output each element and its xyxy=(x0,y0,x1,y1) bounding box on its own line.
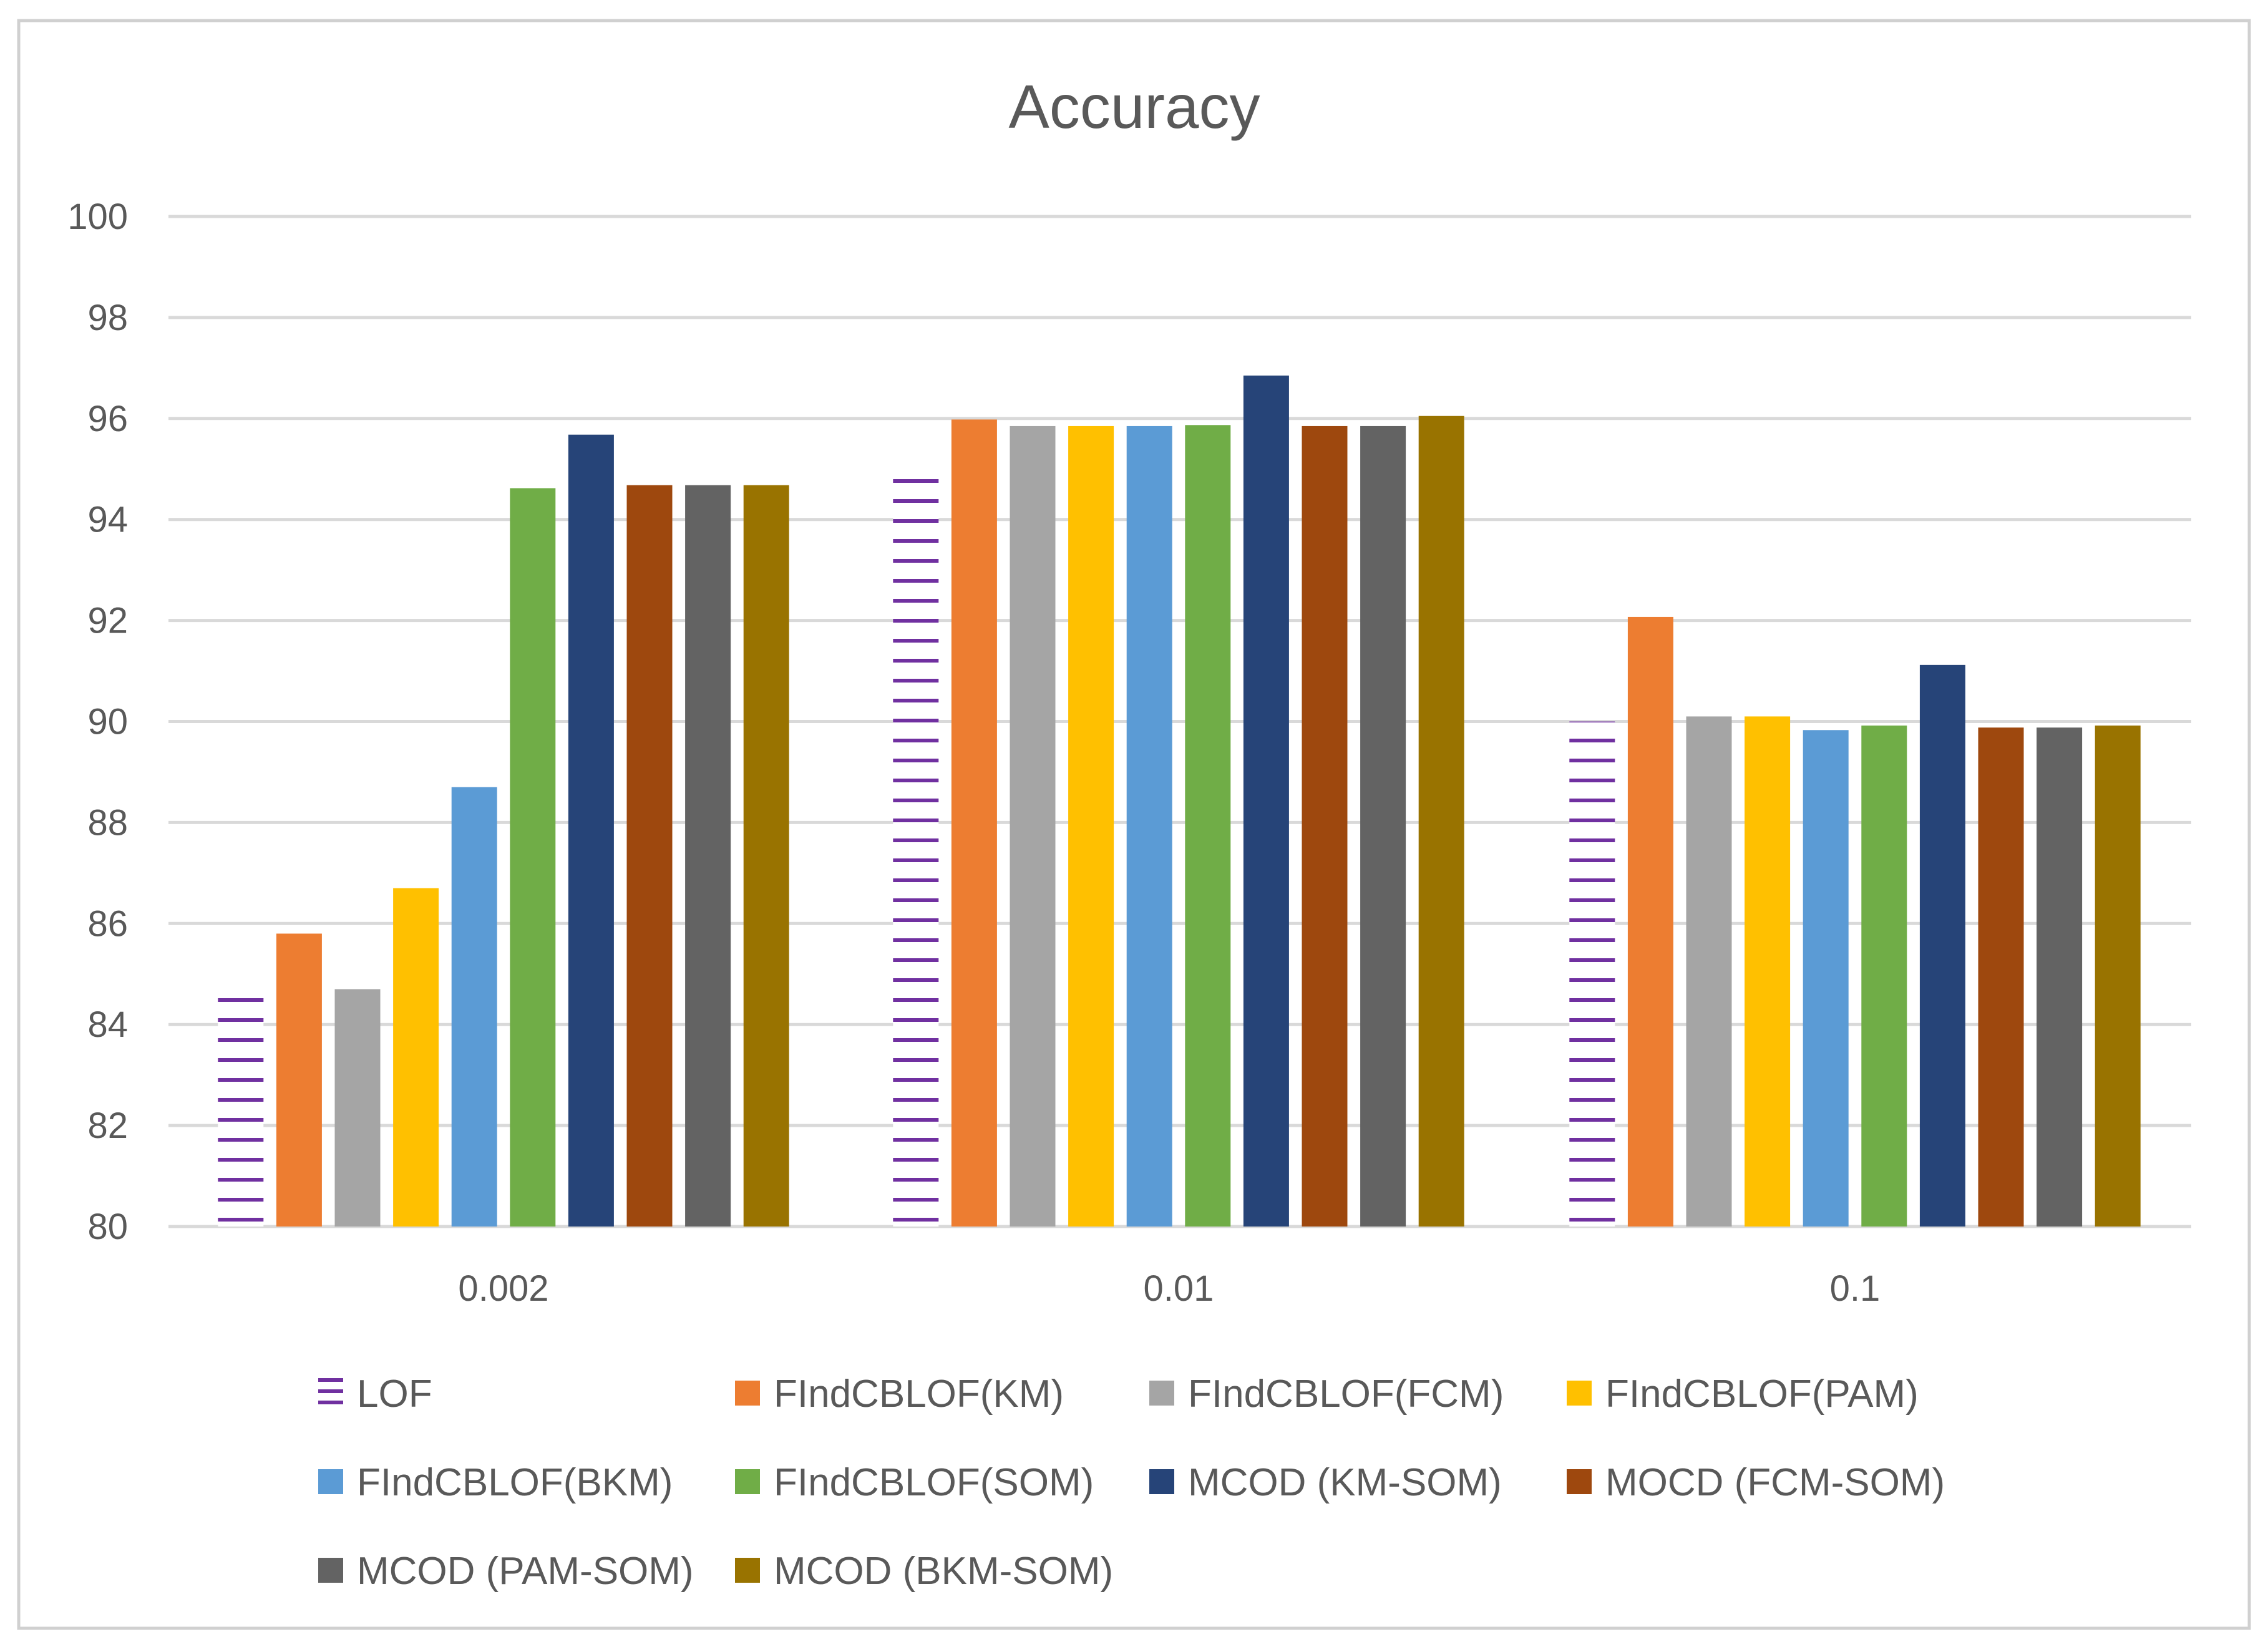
legend-swatch xyxy=(735,1558,760,1583)
legend-label: MCOD (BKM-SOM) xyxy=(774,1550,1113,1593)
legend-item: FIndCBLOF(BKM) xyxy=(318,1461,673,1504)
bar-lof-0.01 xyxy=(893,471,939,1227)
legend-item: FIndCBLOF(SOM) xyxy=(735,1461,1094,1504)
bar-findcblof-fcm-0.002 xyxy=(334,989,381,1227)
x-category-label: 0.1 xyxy=(1830,1268,1881,1309)
bar-mcod-bkm-som-0.01 xyxy=(1418,415,1464,1227)
x-category-label: 0.01 xyxy=(1144,1268,1214,1309)
bar-findcblof-km-0.1 xyxy=(1627,616,1673,1227)
bar-lof-0.1 xyxy=(1569,721,1615,1227)
y-axis-ticks: 80 82 84 86 88 90 92 94 96 98 100 xyxy=(67,197,128,1247)
bar-findcblof-bkm-0.1 xyxy=(1803,730,1849,1227)
legend-item: MOCD (FCM-SOM) xyxy=(1567,1461,1945,1504)
bar-mcod-bkm-som-0.002 xyxy=(743,485,789,1227)
legend-item: FIndCBLOF(KM) xyxy=(735,1372,1064,1416)
bar-mcod-pam-som-0.01 xyxy=(1360,425,1406,1227)
legend-label: FIndCBLOF(FCM) xyxy=(1188,1372,1504,1416)
bar-findcblof-som-0.002 xyxy=(510,488,556,1227)
x-category-label: 0.002 xyxy=(458,1268,548,1309)
legend-swatch xyxy=(318,1378,343,1382)
legend-label: LOF xyxy=(357,1372,432,1416)
legend-swatch xyxy=(735,1381,760,1406)
legend-swatch xyxy=(1149,1381,1174,1406)
legend: LOF FIndCBLOF(KM) FIndCBLOF(FCM) FIndCBLOF(… xyxy=(318,1372,1945,1593)
bar-mcod-pam-som-0.1 xyxy=(2037,727,2083,1227)
y-tick-label: 86 xyxy=(87,903,128,944)
legend-label: FIndCBLOF(KM) xyxy=(774,1372,1064,1416)
legend-swatch xyxy=(1567,1381,1592,1406)
bar-findcblof-bkm-0.002 xyxy=(451,787,497,1227)
x-axis-categories: 0.002 0.01 0.1 xyxy=(458,1268,1880,1309)
legend-item: MCOD (KM-SOM) xyxy=(1149,1461,1502,1504)
legend-label: FIndCBLOF(SOM) xyxy=(774,1461,1094,1504)
legend-label: FIndCBLOF(PAM) xyxy=(1605,1372,1919,1416)
bar-mocd-fcm-som-0.01 xyxy=(1302,425,1348,1227)
legend-swatch xyxy=(735,1469,760,1494)
y-tick-label: 82 xyxy=(87,1105,128,1146)
bar-mcod-bkm-som-0.1 xyxy=(2095,725,2141,1227)
bar-lof-0.002 xyxy=(218,989,264,1227)
bar-findcblof-pam-0.01 xyxy=(1068,425,1114,1227)
legend-item: MCOD (PAM-SOM) xyxy=(318,1550,694,1593)
legend-swatch xyxy=(318,1401,343,1404)
bar-findcblof-fcm-0.1 xyxy=(1686,716,1732,1227)
legend-item: FIndCBLOF(PAM) xyxy=(1567,1372,1919,1416)
bar-findcblof-som-0.1 xyxy=(1861,725,1907,1227)
bars xyxy=(218,375,2141,1227)
y-tick-label: 100 xyxy=(67,197,128,237)
bar-findcblof-km-0.01 xyxy=(951,419,997,1227)
y-tick-label: 94 xyxy=(87,500,128,540)
bar-mcod-km-som-0.01 xyxy=(1243,375,1289,1227)
bar-mcod-km-som-0.1 xyxy=(1919,664,1965,1227)
legend-item: MCOD (BKM-SOM) xyxy=(735,1550,1113,1593)
legend-label: FIndCBLOF(BKM) xyxy=(357,1461,673,1504)
bar-findcblof-pam-0.1 xyxy=(1745,716,1791,1227)
y-tick-label: 90 xyxy=(87,702,128,742)
legend-swatch xyxy=(1567,1469,1592,1494)
legend-swatch xyxy=(1149,1469,1174,1494)
legend-swatch xyxy=(318,1389,343,1393)
legend-label: MCOD (KM-SOM) xyxy=(1188,1461,1502,1504)
legend-label: MCOD (PAM-SOM) xyxy=(357,1550,694,1593)
bar-mcod-pam-som-0.002 xyxy=(685,485,731,1227)
y-tick-label: 80 xyxy=(87,1207,128,1247)
gridlines xyxy=(168,215,2191,1228)
bar-mocd-fcm-som-0.1 xyxy=(1978,727,2024,1227)
bar-findcblof-bkm-0.01 xyxy=(1126,425,1172,1227)
bar-findcblof-som-0.01 xyxy=(1185,425,1231,1227)
bar-mocd-fcm-som-0.002 xyxy=(626,485,673,1227)
y-tick-label: 98 xyxy=(87,298,128,338)
bar-findcblof-km-0.002 xyxy=(276,933,322,1227)
y-tick-label: 92 xyxy=(87,601,128,641)
bar-mcod-km-som-0.002 xyxy=(568,434,614,1227)
legend-swatch xyxy=(318,1558,343,1583)
legend-item: FIndCBLOF(FCM) xyxy=(1149,1372,1504,1416)
y-tick-label: 96 xyxy=(87,399,128,439)
legend-item: LOF xyxy=(318,1372,432,1416)
chart-title: Accuracy xyxy=(1008,72,1260,141)
bar-findcblof-fcm-0.01 xyxy=(1010,425,1056,1227)
legend-swatch xyxy=(318,1469,343,1494)
y-tick-label: 88 xyxy=(87,802,128,843)
bar-findcblof-pam-0.002 xyxy=(393,888,439,1227)
legend-label: MOCD (FCM-SOM) xyxy=(1605,1461,1945,1504)
y-tick-label: 84 xyxy=(87,1004,128,1045)
